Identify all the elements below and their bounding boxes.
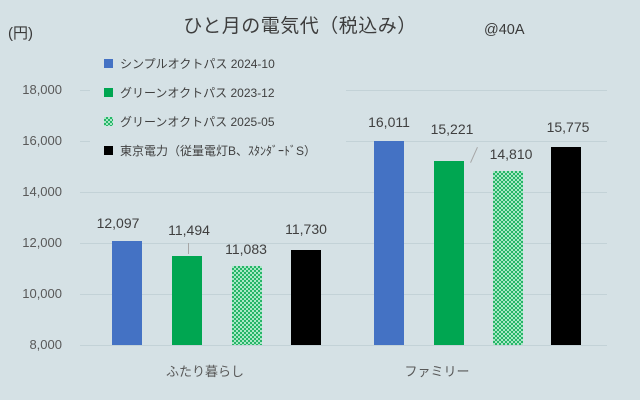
data-label: 15,221: [430, 121, 474, 137]
y-axis-tick-label: 16,000: [22, 133, 62, 148]
y-axis-tick-label: 14,000: [22, 184, 62, 199]
legend-item-tepco: 東京電力（従量電灯B、ｽﾀﾝﾀﾞｰﾄﾞS）: [90, 136, 346, 165]
y-axis-tick-label: 18,000: [22, 82, 62, 97]
y-axis-unit-label: (円): [8, 25, 33, 42]
legend-swatch-blue: [104, 59, 113, 68]
y-axis-tick-label: 12,000: [22, 235, 62, 250]
bar: [434, 160, 464, 345]
legend-swatch-green-pattern: [104, 117, 113, 126]
legend-item-label: グリーンオクトパス 2025-05: [120, 115, 275, 129]
data-label: 14,810: [489, 146, 533, 162]
legend-swatch-black: [104, 146, 113, 155]
bar: [493, 171, 523, 345]
amperage-annotation: @40A: [484, 22, 525, 38]
y-axis-tick-label: 8,000: [29, 337, 62, 352]
data-label: 11,083: [225, 241, 267, 257]
gridline: [80, 243, 607, 244]
data-label: 15,775: [546, 119, 590, 135]
legend-item-green-octopus-2025: グリーンオクトパス 2025-05: [90, 107, 346, 136]
legend: シンプルオクトパス 2024-10 グリーンオクトパス 2023-12 グリーン…: [90, 49, 346, 165]
chart-title: ひと月の電気代（税込み）: [183, 16, 417, 37]
legend-item-label: グリーンオクトパス 2023-12: [120, 86, 275, 100]
bar: [291, 249, 321, 345]
data-label: 16,011: [368, 114, 410, 130]
bar: [232, 266, 262, 345]
data-label: 11,494: [168, 222, 210, 238]
legend-swatch-green: [104, 88, 113, 97]
bar: [112, 240, 142, 345]
legend-item-simple-octopus: シンプルオクトパス 2024-10: [90, 49, 346, 78]
legend-item-green-octopus-2023: グリーンオクトパス 2023-12: [90, 78, 346, 107]
bar: [374, 140, 404, 345]
category-label-family: ファミリー: [404, 364, 470, 379]
bar: [172, 255, 202, 345]
y-axis-tick-label: 10,000: [22, 286, 62, 301]
category-label-couple: ふたり暮らし: [165, 364, 244, 379]
gridline: [80, 294, 607, 295]
legend-item-label: 東京電力（従量電灯B、ｽﾀﾝﾀﾞｰﾄﾞS）: [120, 144, 317, 158]
legend-item-label: シンプルオクトパス 2024-10: [120, 57, 275, 71]
data-label: 12,097: [96, 215, 140, 231]
bar: [551, 146, 581, 345]
gridline: [80, 345, 607, 346]
gridline: [80, 192, 607, 193]
data-label: 11,730: [285, 221, 327, 237]
label-leader-line: [188, 243, 189, 254]
